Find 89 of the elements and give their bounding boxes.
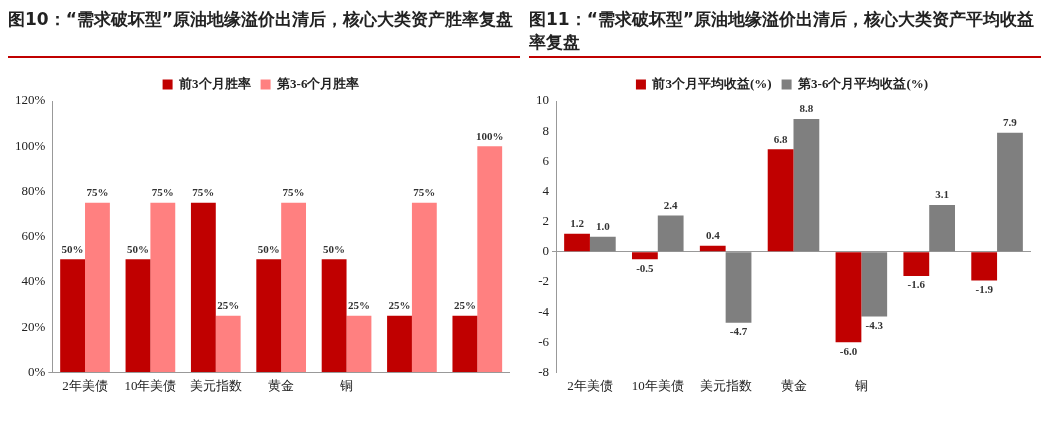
y-tick-label: 0% <box>27 363 46 379</box>
data-label: -1.9 <box>975 282 994 295</box>
y-tick-label: 2 <box>542 213 549 229</box>
y-tick-label: -4 <box>538 303 550 319</box>
bar <box>60 259 86 372</box>
bar <box>125 259 151 372</box>
x-tick-label: 2年美债 <box>62 377 108 393</box>
y-tick-label: 60% <box>21 228 46 244</box>
bar <box>767 149 794 252</box>
bar <box>411 202 437 372</box>
y-tick-label: 40% <box>21 273 46 289</box>
x-tick-label: 美元指数 <box>189 377 242 393</box>
bar <box>215 315 241 372</box>
bar <box>725 252 752 323</box>
data-label: 75% <box>86 186 109 199</box>
chart-title: 图10：“需求破坏型”原油地缘溢价出清后，核心大类资产胜率复盘 <box>8 8 520 58</box>
data-label: -1.6 <box>907 278 926 291</box>
data-label: 25% <box>388 299 411 312</box>
y-tick-label: -8 <box>538 363 549 379</box>
data-label: 75% <box>413 186 436 199</box>
bar <box>150 202 176 372</box>
y-tick-label: 8 <box>542 122 549 138</box>
bar <box>346 315 372 372</box>
x-tick-label: 美元指数 <box>699 377 752 393</box>
bar <box>589 236 616 252</box>
bar <box>632 252 658 260</box>
data-label: -4.7 <box>729 324 748 337</box>
y-tick-label: 10 <box>536 92 549 108</box>
data-label: 1.0 <box>595 220 611 233</box>
y-tick-label: 4 <box>542 182 550 198</box>
data-label: 3.1 <box>935 188 949 201</box>
x-tick-label: 铜 <box>339 377 354 393</box>
bar <box>971 252 998 281</box>
y-tick-label: 0 <box>542 243 549 259</box>
chart-title: 图11：“需求破坏型”原油地缘溢价出清后，核心大类资产平均收益率复盘 <box>529 8 1041 58</box>
y-tick-label: -2 <box>538 273 549 289</box>
bar <box>256 259 282 372</box>
data-label: -6.0 <box>839 344 858 357</box>
data-label: 2.4 <box>663 198 679 211</box>
data-label: 50% <box>126 242 149 255</box>
bar <box>452 315 478 372</box>
data-label: 25% <box>217 299 240 312</box>
y-tick-label: 80% <box>21 182 46 198</box>
data-label: -0.5 <box>636 261 655 274</box>
data-label: 0.4 <box>705 229 721 242</box>
y-tick-label: 6 <box>542 152 550 168</box>
y-tick-label: 120% <box>14 92 46 108</box>
legend-label: 前3个月胜率 <box>178 75 251 91</box>
legend-label: 前3个月平均收益(%) <box>651 75 772 91</box>
bar <box>903 252 930 276</box>
y-tick-label: 100% <box>14 137 46 153</box>
bar <box>281 202 307 372</box>
legend-label: 第3-6个月胜率 <box>276 75 360 91</box>
data-label: 1.2 <box>570 217 585 230</box>
bar <box>861 252 888 317</box>
bar <box>793 119 820 252</box>
x-tick-label: 黄金 <box>780 377 807 393</box>
data-label: 50% <box>257 242 280 255</box>
legend-label: 第3-6个月平均收益(%) <box>797 75 929 91</box>
bar <box>699 245 726 252</box>
data-label: 8.8 <box>799 102 814 115</box>
bar <box>564 233 590 252</box>
x-tick-label: 2年美债 <box>567 377 613 393</box>
data-label: 75% <box>192 186 215 199</box>
data-label: 75% <box>151 186 174 199</box>
x-tick-label: 黄金 <box>268 377 295 393</box>
bar <box>85 202 110 372</box>
bar <box>477 146 503 372</box>
bar <box>835 252 862 343</box>
data-label: 6.8 <box>773 132 788 145</box>
bar <box>929 205 955 252</box>
bar <box>387 315 412 372</box>
y-tick-label: 20% <box>21 318 46 334</box>
bar <box>190 202 216 372</box>
data-label: -4.3 <box>865 318 884 331</box>
data-label: 25% <box>347 299 370 312</box>
bar <box>997 132 1023 252</box>
x-tick-label: 10年美债 <box>124 377 177 393</box>
bar <box>321 259 347 372</box>
bar <box>657 215 684 252</box>
data-label: 25% <box>453 299 476 312</box>
x-tick-label: 10年美债 <box>631 377 684 393</box>
data-label: 100% <box>475 129 504 142</box>
data-label: 50% <box>61 242 84 255</box>
data-label: 50% <box>323 242 346 255</box>
y-tick-label: -6 <box>538 333 550 349</box>
x-tick-label: 铜 <box>853 377 868 393</box>
data-label: 7.9 <box>1003 116 1018 129</box>
data-label: 75% <box>282 186 305 199</box>
